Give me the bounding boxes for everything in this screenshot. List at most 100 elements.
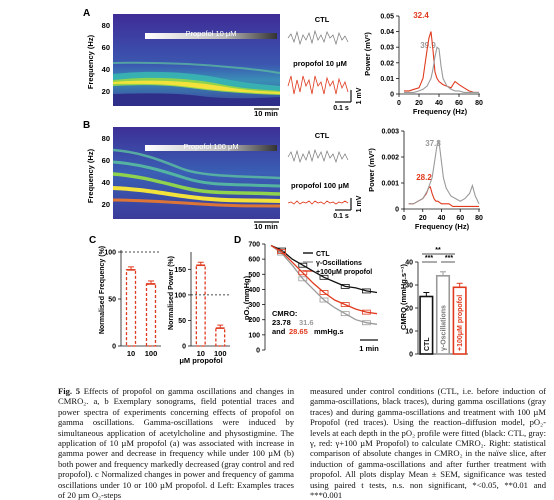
ytick-label: 0	[112, 344, 116, 351]
xtick-label: 40	[438, 215, 446, 222]
spectrogram-a: Propofol 10 μM 10 min	[112, 14, 281, 118]
legend: CTL γ-Oscillations +100μM propofol	[303, 251, 372, 276]
power-spectrum-b: Power (mV²) Frequency (Hz) 37.8 28.2 0.0…	[367, 129, 483, 232]
panel-letter: C	[89, 235, 96, 246]
panel-b: B Frequency (Hz) 80 60 40 20 Propofol 10…	[83, 120, 483, 231]
c-xlabel: μM propofol	[179, 356, 222, 365]
peak-label-propofol: 28.2	[416, 173, 432, 182]
cmro-title: CMRO:	[272, 309, 297, 318]
peak-label-control: 37.8	[425, 139, 441, 148]
ytick-label: 20	[405, 306, 413, 313]
ytick-label: 100	[174, 292, 186, 299]
panel-letter: B	[83, 120, 90, 131]
spectrum-xlabel: Frequency (Hz)	[413, 107, 468, 116]
time-scalebar-label: 10 min	[254, 222, 278, 231]
cmro-bar-chart: CMRO (mmHg.s⁻¹) ** *** *** 40 30 20 10 0 CTL γ…	[399, 247, 468, 359]
ytick-label: 150	[174, 267, 186, 274]
ytick: 40	[102, 178, 110, 187]
ytick-label: 500	[248, 272, 260, 279]
caption-right-column: measured under control conditions (CTL, …	[310, 386, 546, 500]
cmro-gamma: 31.6	[299, 318, 314, 327]
o2-step-marker	[340, 302, 350, 307]
o2-step-marker	[298, 270, 308, 276]
o2-step-marker	[340, 283, 350, 289]
cmro-units: mmHg.s	[314, 327, 344, 336]
spectrogram-ylabel: Frequency (Hz)	[86, 148, 95, 203]
o2-step-marker	[319, 290, 329, 295]
category-label: CTL	[424, 337, 431, 351]
time-scale-label: 0.1 s	[333, 213, 349, 220]
xtick-label: 80	[475, 100, 483, 107]
ytick-label: 0.001	[381, 181, 399, 188]
xtick-label: 60	[455, 100, 463, 107]
cmro-and: and	[272, 327, 286, 336]
drug-application-bar	[145, 33, 277, 39]
spectrum-line	[408, 186, 479, 207]
ytick: 20	[102, 200, 110, 209]
significance-stars: ***	[425, 255, 433, 262]
category-label: γ-Oscillations	[441, 305, 448, 351]
panel-letter: A	[83, 8, 90, 19]
ytick-label: 0.05	[380, 14, 394, 21]
trace-label-drug: propofol 10 μM	[293, 59, 347, 68]
spectrum-xlabel: Frequency (Hz)	[415, 222, 470, 231]
bar	[195, 264, 206, 347]
ytick-label: 40	[405, 260, 413, 267]
o2-step-marker	[319, 274, 329, 280]
significance-stars: ***	[445, 255, 453, 262]
ytick: 20	[102, 87, 110, 96]
legend-label: +100μM propofol	[316, 269, 372, 276]
ytick-label: 0.02	[380, 60, 394, 67]
o2-step-marker	[298, 262, 308, 268]
trace-label-drug: propofol 100 μM	[291, 181, 349, 190]
o2-step-marker	[361, 288, 371, 294]
ytick-label: 100	[248, 332, 260, 339]
ytick-label: 0	[409, 352, 413, 359]
caption-text-left: Effects of propofol on gamma oscillation…	[58, 386, 294, 500]
fit-curve	[270, 244, 378, 315]
ytick-label: 10	[405, 329, 413, 336]
trace-drug	[287, 75, 349, 95]
chart-ylabel: Normalised Power (%)	[168, 256, 175, 330]
chart-ylabel: pO₂ (mmHg)	[242, 275, 251, 320]
significance-stars: **	[435, 247, 441, 254]
panel-letter: D	[234, 235, 241, 246]
caption-left-column: Fig. 5 Effects of propofol on gamma osci…	[58, 386, 294, 500]
spectrum-ylabel: Power (mV²)	[367, 148, 376, 192]
o2-step-marker	[277, 249, 287, 254]
ytick-label: 700	[248, 242, 260, 249]
xtick-label: 80	[475, 215, 483, 222]
ytick-label: 0	[182, 344, 186, 351]
trace-ctl	[287, 148, 349, 164]
voltage-scale-label: 1 mV	[356, 195, 363, 212]
category-label: +100μM propofol	[457, 295, 464, 351]
o2-step-marker	[298, 276, 308, 282]
power-spectrum-a: Power (mV²) Frequency (Hz) 32.4 39.9 0.0…	[363, 11, 483, 116]
ytick-label: 0	[395, 207, 399, 214]
chart-ylabel: CMRO (mmHg.s⁻¹)	[399, 263, 408, 330]
ytick-label: 0.01	[380, 76, 394, 83]
bar-chart-normalised-frequency: Normalised Frequency (%) 100 50 0 10 100	[99, 246, 161, 358]
bar	[145, 283, 157, 347]
xtick-label: 40	[435, 100, 443, 107]
ytick: 80	[102, 134, 110, 143]
time-scalebar-label: 10 min	[254, 109, 278, 118]
drug-label: Propofol 10 μM	[185, 29, 236, 38]
spectrogram-b: Propofol 100 μM 10 min	[112, 127, 281, 231]
panel-a: A Frequency (Hz) 80 60 40 20 Propofol 10…	[83, 8, 483, 118]
peak-label-propofol: 32.4	[413, 11, 429, 20]
spectrum-line	[408, 139, 480, 205]
trace-label-ctl: CTL	[315, 131, 330, 140]
bar-chart-normalised-power: Normalised Power (%) 150 100 50 0 10 100	[168, 252, 230, 358]
xtick-label: 0	[402, 215, 406, 222]
category-label: 100	[214, 349, 227, 358]
ytick: 80	[102, 21, 110, 30]
ytick-label: 30	[405, 283, 413, 290]
ytick: 60	[102, 156, 110, 165]
ytick-label: 600	[248, 257, 260, 264]
bar	[215, 327, 226, 347]
po2-traces-chart: pO₂ (mmHg) CTL γ-Oscillations +100μM pro…	[242, 242, 379, 355]
category-label: 10	[197, 349, 205, 358]
trace-ctl	[287, 29, 349, 46]
figure-5: A Frequency (Hz) 80 60 40 20 Propofol 10…	[83, 8, 483, 365]
